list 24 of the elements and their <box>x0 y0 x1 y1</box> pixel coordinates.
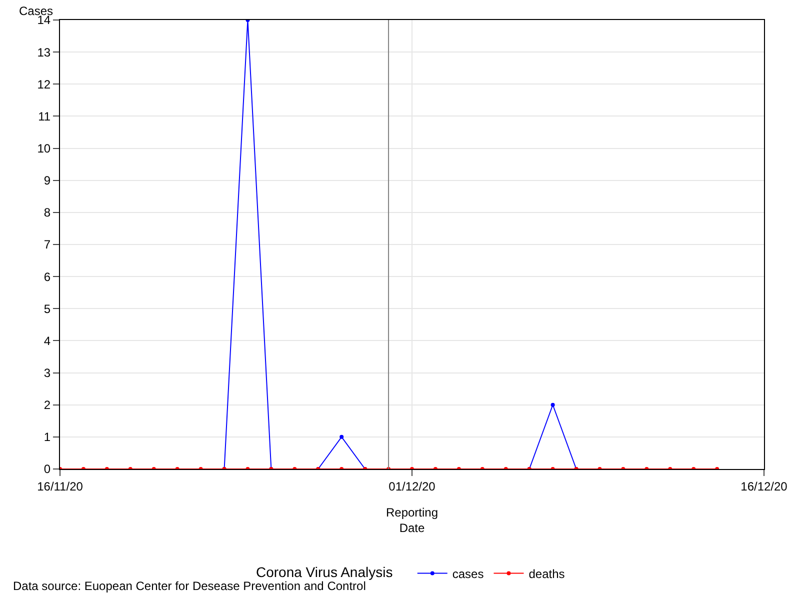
y-tick-label: 11 <box>38 109 51 124</box>
x-tick-label: 16/11/20 <box>37 479 84 494</box>
legend-label: cases <box>452 566 484 581</box>
y-tick-label: 2 <box>44 398 51 412</box>
y-tick-label: 0 <box>44 462 51 476</box>
y-tick-label: 1 <box>44 430 51 444</box>
y-tick-label: 3 <box>44 366 51 380</box>
legend-label: deaths <box>528 566 565 581</box>
point <box>340 434 344 439</box>
y-tick-label: 5 <box>44 302 51 316</box>
y-tick-label: 10 <box>37 141 51 156</box>
x-axis-title: Reporting Date <box>386 505 438 535</box>
y-tick-label: 4 <box>44 334 51 348</box>
point <box>550 402 555 407</box>
legend-title: Corona Virus Analysis <box>256 564 404 580</box>
y-tick-label: 12 <box>37 77 51 92</box>
x-tick-label: 16/12/20 <box>740 479 788 494</box>
y-tick-label: 6 <box>44 270 51 284</box>
y-tick-label: 7 <box>44 238 51 252</box>
y-tick-label: 8 <box>44 206 51 220</box>
y-tick-label: 13 <box>37 45 51 60</box>
y-tick-label: 9 <box>44 174 51 188</box>
x-tick-label: 01/12/20 <box>388 479 436 494</box>
source-note: Data source: Euopean Center for Desease Prevention and Control <box>13 579 366 593</box>
